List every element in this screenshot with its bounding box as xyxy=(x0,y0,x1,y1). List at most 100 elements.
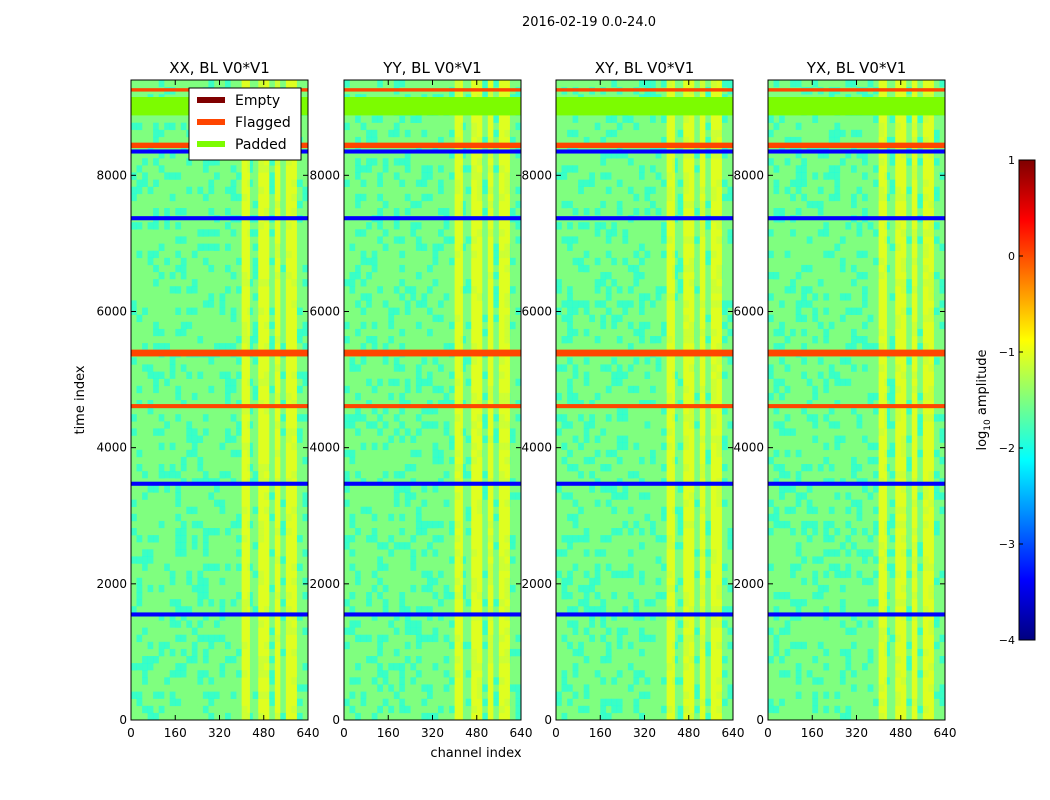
heatmap-cell xyxy=(460,663,466,671)
heatmap-cell xyxy=(169,641,176,650)
heatmap-cell xyxy=(432,485,439,493)
heatmap-cell xyxy=(465,648,472,657)
heatmap-cell xyxy=(694,165,701,173)
heatmap-cell xyxy=(142,343,148,351)
heatmap-cell xyxy=(627,599,634,607)
heatmap-cell xyxy=(208,684,215,692)
heatmap-cell xyxy=(427,314,433,323)
heatmap-cell xyxy=(186,286,193,294)
heatmap-cell xyxy=(639,613,645,621)
heatmap-cell xyxy=(561,400,568,408)
heatmap-cell xyxy=(449,613,455,621)
heatmap-cell xyxy=(460,691,466,699)
heatmap-cell xyxy=(727,684,734,692)
heatmap-cell xyxy=(296,691,303,699)
heatmap-cell xyxy=(382,229,389,237)
heatmap-cell xyxy=(164,641,170,650)
heatmap-cell xyxy=(633,513,640,522)
heatmap-cell xyxy=(280,165,287,173)
heatmap-cell xyxy=(589,421,595,429)
heatmap-cell xyxy=(399,464,406,472)
heatmap-cell xyxy=(465,279,472,287)
heatmap-cell xyxy=(355,684,361,692)
heatmap-cell xyxy=(779,656,785,664)
heatmap-cell xyxy=(175,172,182,180)
heatmap-cell xyxy=(578,648,584,657)
heatmap-cell xyxy=(790,599,796,607)
heatmap-cell xyxy=(784,250,791,259)
heatmap-cell xyxy=(644,186,651,195)
heatmap-cell xyxy=(594,606,601,614)
heatmap-cell xyxy=(801,193,807,202)
heatmap-cell xyxy=(622,428,629,436)
heatmap-cell xyxy=(784,151,791,159)
heatmap-cell xyxy=(795,520,802,529)
heatmap-cell xyxy=(136,80,143,88)
heatmap-cell xyxy=(164,677,170,685)
heatmap-cell xyxy=(795,172,802,180)
heatmap-cell xyxy=(349,442,356,451)
heatmap-cell xyxy=(388,499,395,507)
heatmap-cell xyxy=(611,378,618,387)
heatmap-cell xyxy=(247,592,253,600)
heatmap-cell xyxy=(515,641,522,650)
heatmap-cell xyxy=(823,314,830,323)
heatmap-cell xyxy=(360,328,367,337)
heatmap-cell xyxy=(661,513,667,522)
heatmap-cell xyxy=(147,414,154,422)
heatmap-cell xyxy=(773,364,780,372)
heatmap-cell xyxy=(382,428,389,436)
heatmap-cell xyxy=(768,385,774,394)
heatmap-cell xyxy=(393,648,400,657)
heatmap-cell xyxy=(801,471,807,479)
heatmap-cell xyxy=(482,712,489,721)
heatmap-cell xyxy=(136,250,143,259)
empty-row-band xyxy=(556,612,733,617)
heatmap-cell xyxy=(460,122,466,131)
heatmap-cell xyxy=(578,222,584,230)
heatmap-cell xyxy=(219,549,226,557)
heatmap-cell xyxy=(578,272,584,280)
heatmap-cell xyxy=(661,343,667,351)
heatmap-cell xyxy=(214,705,220,714)
heatmap-cell xyxy=(705,293,712,301)
heatmap-cell xyxy=(415,321,422,330)
heatmap-cell xyxy=(371,122,378,131)
heatmap-cell xyxy=(208,80,215,88)
heatmap-cell xyxy=(721,200,728,209)
heatmap-cell xyxy=(721,471,728,479)
heatmap-cell xyxy=(806,264,813,273)
heatmap-cell xyxy=(460,599,466,607)
heatmap-cell xyxy=(382,627,389,635)
heatmap-cell xyxy=(801,606,807,614)
heatmap-cell xyxy=(443,300,450,308)
heatmap-cell xyxy=(801,414,807,422)
heatmap-cell xyxy=(136,200,143,209)
heatmap-cell xyxy=(616,378,623,387)
heatmap-cell xyxy=(382,172,389,180)
heatmap-cell xyxy=(578,328,584,337)
heatmap-cell xyxy=(438,449,444,458)
y-tick-label: 4000 xyxy=(309,441,340,455)
heatmap-cell xyxy=(672,115,678,123)
y-tick-label: 8000 xyxy=(96,168,127,182)
heatmap-cell xyxy=(572,328,579,337)
heatmap-cell xyxy=(572,606,579,614)
heatmap-cell xyxy=(482,456,489,465)
heatmap-cell xyxy=(515,563,522,571)
heatmap-cell xyxy=(801,613,807,621)
heatmap-cell xyxy=(432,243,439,251)
heatmap-cell xyxy=(556,648,562,657)
heatmap-cell xyxy=(153,336,159,344)
heatmap-cell xyxy=(427,264,433,273)
heatmap-cell xyxy=(158,499,165,507)
heatmap-cell xyxy=(567,328,573,337)
heatmap-cell xyxy=(812,698,819,707)
heatmap-cell xyxy=(131,336,137,344)
heatmap-cell xyxy=(661,229,667,237)
heatmap-cell xyxy=(449,193,455,202)
heatmap-cell xyxy=(705,392,712,401)
heatmap-cell xyxy=(427,343,433,351)
heatmap-cell xyxy=(252,257,259,266)
heatmap-cell xyxy=(438,435,444,443)
